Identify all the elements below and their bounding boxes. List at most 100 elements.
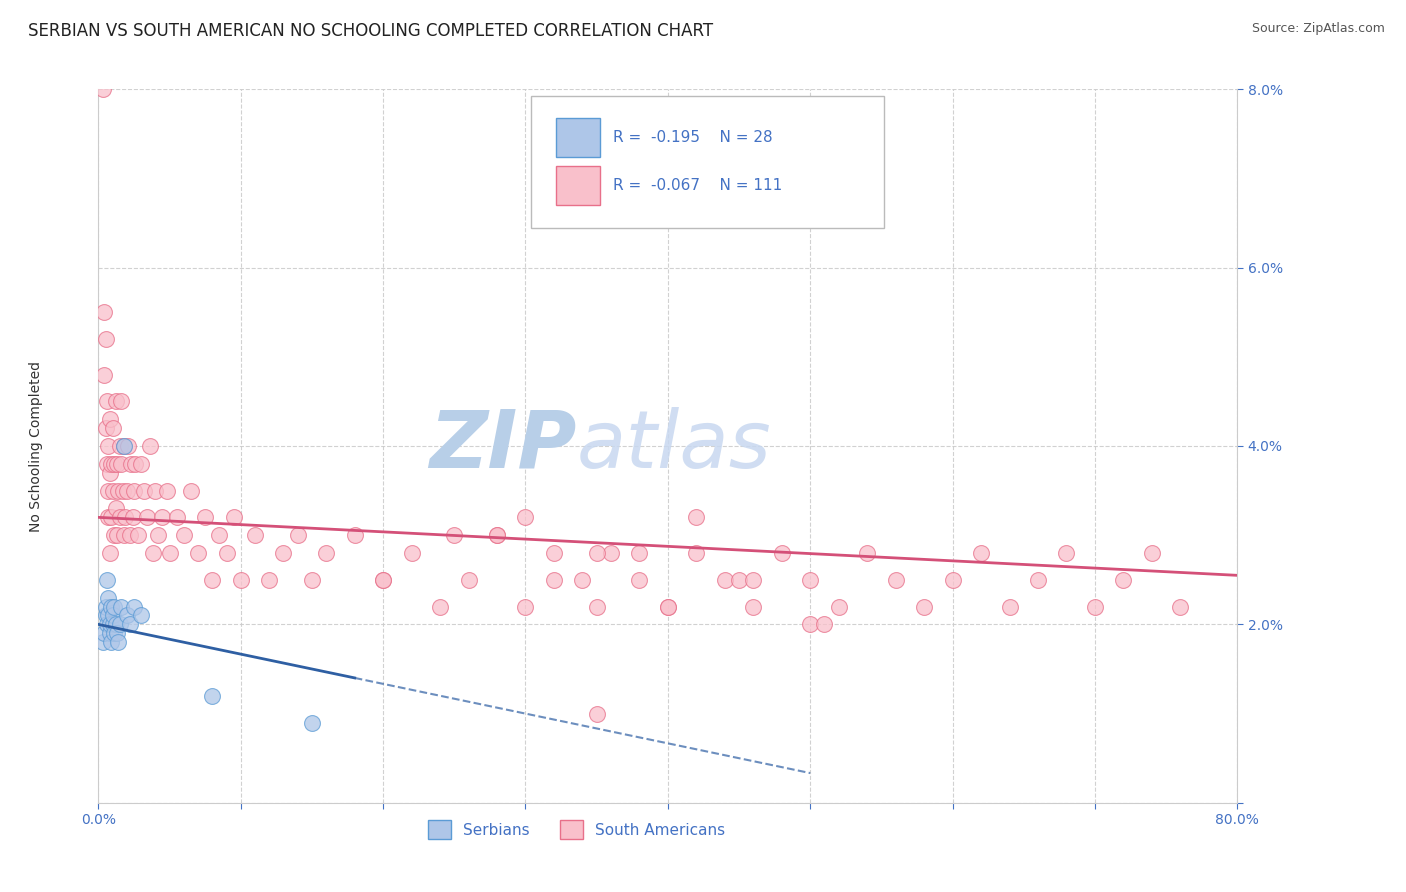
Point bbox=[1140, 546, 1163, 560]
Point bbox=[585, 599, 607, 614]
Point bbox=[728, 573, 751, 587]
Point bbox=[145, 483, 167, 498]
Point bbox=[585, 546, 607, 560]
Point bbox=[259, 573, 281, 587]
Point bbox=[998, 599, 1021, 614]
Point bbox=[315, 546, 337, 560]
Point bbox=[110, 599, 132, 614]
Point bbox=[129, 457, 152, 471]
Point bbox=[101, 617, 124, 632]
Point bbox=[122, 483, 145, 498]
Point bbox=[100, 457, 122, 471]
Point bbox=[141, 546, 163, 560]
Point bbox=[112, 439, 135, 453]
Point bbox=[714, 573, 737, 587]
Point bbox=[156, 483, 179, 498]
Point bbox=[486, 528, 509, 542]
FancyBboxPatch shape bbox=[531, 96, 884, 228]
Text: Source: ZipAtlas.com: Source: ZipAtlas.com bbox=[1251, 22, 1385, 36]
Point bbox=[98, 546, 121, 560]
Point bbox=[148, 528, 170, 542]
Point bbox=[96, 394, 118, 409]
Text: R =  -0.067    N = 111: R = -0.067 N = 111 bbox=[613, 178, 782, 193]
Point bbox=[159, 546, 181, 560]
Point bbox=[100, 510, 122, 524]
Point bbox=[96, 617, 118, 632]
Point bbox=[301, 573, 323, 587]
Point bbox=[799, 573, 821, 587]
Point bbox=[114, 510, 136, 524]
Point bbox=[100, 635, 122, 649]
Point bbox=[1112, 573, 1135, 587]
Point bbox=[97, 591, 120, 605]
Point bbox=[108, 439, 131, 453]
Point bbox=[121, 510, 143, 524]
Point bbox=[628, 546, 651, 560]
Point bbox=[515, 599, 537, 614]
Point bbox=[856, 546, 879, 560]
Point bbox=[111, 483, 134, 498]
Point bbox=[343, 528, 366, 542]
Point bbox=[96, 573, 118, 587]
Point bbox=[443, 528, 465, 542]
Point bbox=[103, 457, 125, 471]
Point bbox=[103, 528, 125, 542]
Point bbox=[104, 617, 127, 632]
Point bbox=[97, 483, 120, 498]
Point bbox=[585, 706, 607, 721]
Point bbox=[1056, 546, 1078, 560]
Point bbox=[110, 394, 132, 409]
Point bbox=[112, 528, 135, 542]
Point bbox=[103, 599, 125, 614]
Point bbox=[103, 626, 125, 640]
Point bbox=[93, 626, 115, 640]
Text: SERBIAN VS SOUTH AMERICAN NO SCHOOLING COMPLETED CORRELATION CHART: SERBIAN VS SOUTH AMERICAN NO SCHOOLING C… bbox=[28, 22, 713, 40]
Point bbox=[215, 546, 238, 560]
Point bbox=[127, 528, 149, 542]
Point bbox=[1026, 573, 1049, 587]
Point bbox=[166, 510, 188, 524]
Point bbox=[117, 439, 139, 453]
Point bbox=[138, 439, 160, 453]
Point bbox=[120, 457, 142, 471]
Point bbox=[301, 715, 323, 730]
Point bbox=[107, 635, 129, 649]
Point bbox=[100, 599, 122, 614]
Point bbox=[112, 439, 135, 453]
Point bbox=[98, 617, 121, 632]
Point bbox=[770, 546, 793, 560]
Point bbox=[115, 608, 138, 623]
Point bbox=[657, 599, 679, 614]
Point bbox=[515, 510, 537, 524]
Point bbox=[828, 599, 851, 614]
Point bbox=[685, 510, 707, 524]
Text: atlas: atlas bbox=[576, 407, 772, 485]
Point bbox=[91, 635, 114, 649]
Text: R =  -0.195    N = 28: R = -0.195 N = 28 bbox=[613, 130, 773, 145]
Text: ZIP: ZIP bbox=[429, 407, 576, 485]
Point bbox=[229, 573, 252, 587]
Point bbox=[970, 546, 993, 560]
Point bbox=[107, 483, 129, 498]
Point bbox=[96, 457, 118, 471]
Point bbox=[1084, 599, 1107, 614]
Point bbox=[105, 626, 128, 640]
Point bbox=[571, 573, 593, 587]
Point bbox=[132, 483, 155, 498]
Point bbox=[124, 457, 146, 471]
Point bbox=[685, 546, 707, 560]
Point bbox=[912, 599, 935, 614]
Point bbox=[373, 573, 395, 587]
Point bbox=[628, 573, 651, 587]
Point bbox=[97, 608, 120, 623]
Point bbox=[101, 421, 124, 435]
Point bbox=[98, 412, 121, 426]
Point bbox=[543, 573, 565, 587]
Point bbox=[101, 608, 124, 623]
Point bbox=[173, 528, 195, 542]
Point bbox=[118, 528, 141, 542]
Point bbox=[657, 599, 679, 614]
Point bbox=[799, 617, 821, 632]
Point bbox=[742, 573, 765, 587]
Point bbox=[543, 546, 565, 560]
